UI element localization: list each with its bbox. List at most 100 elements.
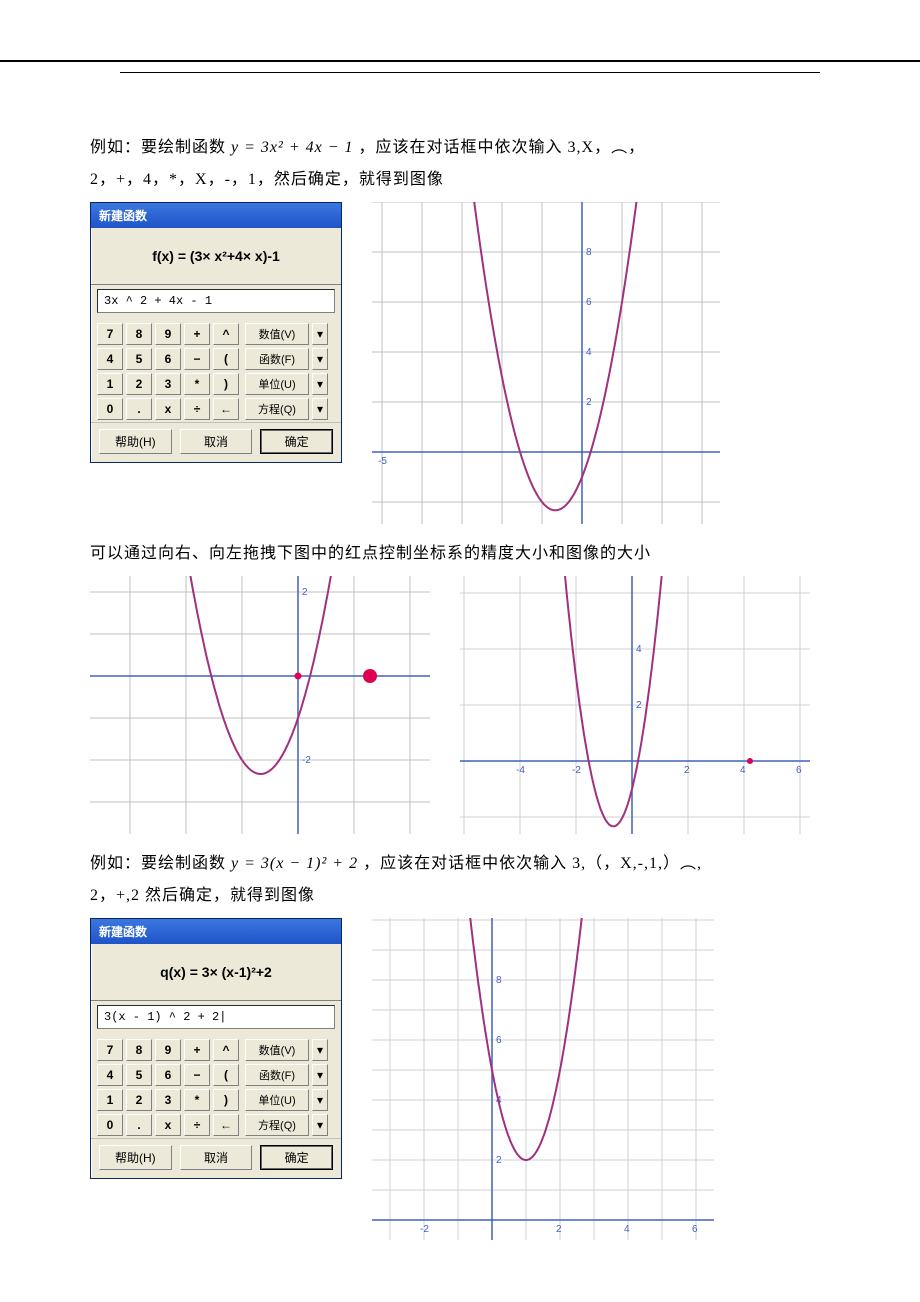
calc-key[interactable]: 4 [97, 1064, 123, 1086]
svg-text:-2: -2 [302, 755, 311, 766]
calc-key[interactable]: ) [213, 1089, 239, 1111]
calc-key[interactable]: ← [213, 398, 239, 420]
dropdown-arrow-icon[interactable]: ▾ [312, 1064, 328, 1086]
dialog-titlebar: 新建函数 [91, 203, 341, 228]
svg-text:-2: -2 [420, 1224, 429, 1235]
calc-key[interactable]: 3 [155, 1089, 181, 1111]
formula-display: f(x) = (3× x²+4× x)-1 [91, 228, 341, 285]
calc-key[interactable]: 3 [155, 373, 181, 395]
function-plot-4: 2468-2246 [372, 918, 714, 1240]
calc-menu-button[interactable]: 函数(F) [245, 348, 309, 370]
calc-key[interactable]: ← [213, 1114, 239, 1136]
calculator-dialog-1: 新建函数f(x) = (3× x²+4× x)-1 3x ^ 2 + 4x - 1… [90, 202, 342, 463]
text: ，应该在对话框中依次输入 3,（，X,-,1,）︵, [363, 855, 702, 872]
keypad: 789+^ 456−(123*) 0.x÷← [97, 1039, 239, 1136]
calc-key[interactable]: x [155, 398, 181, 420]
calc-key[interactable]: 1 [97, 373, 123, 395]
calc-key[interactable]: 7 [97, 1039, 123, 1061]
calc-key[interactable]: 4 [97, 348, 123, 370]
svg-text:6: 6 [692, 1224, 698, 1235]
calc-key[interactable]: ) [213, 373, 239, 395]
svg-text:4: 4 [586, 347, 592, 358]
ok-button[interactable]: 确定 [260, 1145, 333, 1170]
svg-text:8: 8 [496, 975, 502, 986]
svg-text:6: 6 [796, 765, 802, 776]
calc-key[interactable]: x [155, 1114, 181, 1136]
paragraph-3: 例如：要绘制函数 y = 3(x − 1)² + 2 ，应该在对话框中依次输入 … [90, 848, 830, 912]
dropdown-arrow-icon[interactable]: ▾ [312, 1089, 328, 1111]
calc-key[interactable]: 5 [126, 1064, 152, 1086]
calc-key[interactable]: 6 [155, 1064, 181, 1086]
calc-key[interactable]: * [184, 373, 210, 395]
keypad: 789+^ 456−(123*) 0.x÷← [97, 323, 239, 420]
svg-text:4: 4 [636, 644, 642, 655]
menu-buttons: 数值(V)▾函数(F)▾单位(U)▾方程(Q)▾ [245, 1039, 328, 1136]
calc-key[interactable]: ÷ [184, 398, 210, 420]
calc-key[interactable]: − [184, 348, 210, 370]
calc-key[interactable]: 6 [155, 348, 181, 370]
calc-key[interactable]: + [184, 1039, 210, 1061]
svg-text:2: 2 [556, 1224, 562, 1235]
dropdown-arrow-icon[interactable]: ▾ [312, 348, 328, 370]
calc-key[interactable]: ^ [213, 1039, 239, 1061]
calc-key[interactable]: − [184, 1064, 210, 1086]
calc-key[interactable]: 1 [97, 1089, 123, 1111]
expression-input[interactable]: 3(x - 1) ^ 2 + 2| [97, 1005, 335, 1029]
calc-menu-button[interactable]: 单位(U) [245, 1089, 309, 1111]
calc-key[interactable]: ( [213, 1064, 239, 1086]
dropdown-arrow-icon[interactable]: ▾ [312, 373, 328, 395]
dialog-titlebar: 新建函数 [91, 919, 341, 944]
calc-key[interactable]: + [184, 323, 210, 345]
calc-key[interactable]: ( [213, 348, 239, 370]
calc-key[interactable]: . [126, 1114, 152, 1136]
calc-menu-button[interactable]: 数值(V) [245, 323, 309, 345]
calc-key[interactable]: 5 [126, 348, 152, 370]
paragraph-2: 可以通过向右、向左拖拽下图中的红点控制坐标系的精度大小和图像的大小 [90, 538, 830, 570]
svg-text:2: 2 [496, 1155, 502, 1166]
calc-key[interactable]: 0 [97, 398, 123, 420]
text: 例如：要绘制函数 [90, 855, 231, 872]
help-button[interactable]: 帮助(H) [99, 1145, 172, 1170]
calc-key[interactable]: . [126, 398, 152, 420]
calc-key[interactable]: 8 [126, 323, 152, 345]
function-plot-2: 2 -2 [90, 576, 430, 834]
calc-key[interactable]: 2 [126, 373, 152, 395]
calc-menu-button[interactable]: 方程(Q) [245, 1114, 309, 1136]
equation-1: y = 3x² + 4x − 1 [231, 139, 354, 156]
svg-text:2: 2 [684, 765, 690, 776]
calc-menu-button[interactable]: 数值(V) [245, 1039, 309, 1061]
calc-key[interactable]: ÷ [184, 1114, 210, 1136]
calc-menu-button[interactable]: 方程(Q) [245, 398, 309, 420]
calc-menu-button[interactable]: 函数(F) [245, 1064, 309, 1086]
calc-key[interactable]: 0 [97, 1114, 123, 1136]
svg-text:2: 2 [302, 587, 308, 598]
calc-key[interactable]: ^ [213, 323, 239, 345]
calc-key[interactable]: 9 [155, 323, 181, 345]
text: 2，+，4，*，X，-，1，然后确定，就得到图像 [90, 171, 444, 188]
svg-text:2: 2 [636, 700, 642, 711]
calc-key[interactable]: 2 [126, 1089, 152, 1111]
dropdown-arrow-icon[interactable]: ▾ [312, 1114, 328, 1136]
svg-text:6: 6 [496, 1035, 502, 1046]
menu-buttons: 数值(V)▾函数(F)▾单位(U)▾方程(Q)▾ [245, 323, 328, 420]
cancel-button[interactable]: 取消 [180, 1145, 253, 1170]
help-button[interactable]: 帮助(H) [99, 429, 172, 454]
calc-key[interactable]: 7 [97, 323, 123, 345]
svg-text:-5: -5 [378, 456, 387, 467]
function-plot-3: 24-4-2246 [460, 576, 810, 834]
equation-2: y = 3(x − 1)² + 2 [231, 855, 358, 872]
calc-key[interactable]: * [184, 1089, 210, 1111]
expression-input[interactable]: 3x ^ 2 + 4x - 1 [97, 289, 335, 313]
dropdown-arrow-icon[interactable]: ▾ [312, 323, 328, 345]
paragraph-1: 例如：要绘制函数 y = 3x² + 4x − 1 ，应该在对话框中依次输入 3… [90, 132, 830, 196]
calc-key[interactable]: 9 [155, 1039, 181, 1061]
calc-menu-button[interactable]: 单位(U) [245, 373, 309, 395]
dropdown-arrow-icon[interactable]: ▾ [312, 398, 328, 420]
svg-text:-2: -2 [572, 765, 581, 776]
calc-key[interactable]: 8 [126, 1039, 152, 1061]
svg-text:8: 8 [586, 247, 592, 258]
formula-display: q(x) = 3× (x-1)²+2 [91, 944, 341, 1001]
ok-button[interactable]: 确定 [260, 429, 333, 454]
cancel-button[interactable]: 取消 [180, 429, 253, 454]
dropdown-arrow-icon[interactable]: ▾ [312, 1039, 328, 1061]
